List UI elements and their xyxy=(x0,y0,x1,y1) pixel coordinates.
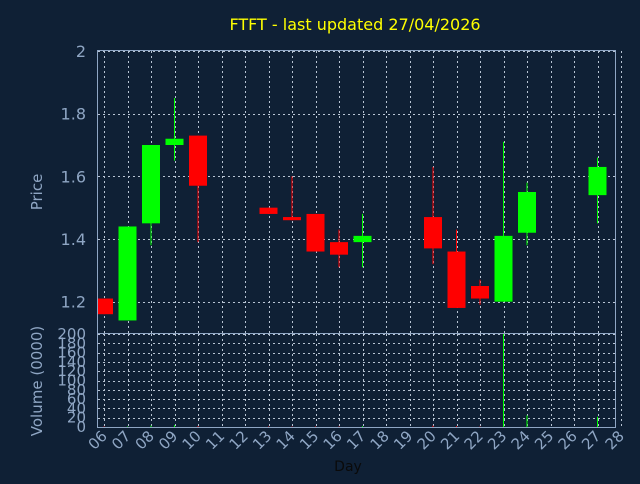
candle-15 xyxy=(306,213,325,252)
volume-plot-border xyxy=(97,333,616,428)
volume-bars xyxy=(103,334,598,427)
volume-y-tick-label: 180 xyxy=(57,334,86,352)
volume-y-tick-label: 60 xyxy=(67,390,86,408)
candle-21 xyxy=(447,229,466,308)
chart-title: FTFT - last updated 27/04/2026 xyxy=(229,15,480,34)
candle-body xyxy=(471,286,489,299)
x-tick-labels: 0607080910111213141516171819202122232425… xyxy=(85,427,628,453)
candle-body xyxy=(330,242,348,255)
candle-body xyxy=(447,251,466,308)
x-axis-label: Day xyxy=(334,459,362,475)
candle-body xyxy=(353,235,372,243)
candle-17 xyxy=(353,213,372,268)
candle-body xyxy=(118,226,137,321)
price-gridlines xyxy=(98,51,622,333)
candle-27 xyxy=(588,157,607,224)
candle-body xyxy=(259,207,278,214)
candle-body xyxy=(588,166,607,196)
candle-body xyxy=(306,213,325,252)
price-y-tick-label: 1.8 xyxy=(61,105,86,124)
price-y-tick-label: 2 xyxy=(76,42,86,61)
candle-14 xyxy=(283,176,301,221)
candle-07 xyxy=(118,226,137,321)
candle-body xyxy=(518,192,536,233)
candle-body xyxy=(189,135,207,186)
candle-08 xyxy=(142,145,160,246)
candle-body xyxy=(142,145,160,224)
volume-y-tick-label: 100 xyxy=(57,372,86,390)
candle-22 xyxy=(471,279,489,305)
candle-24 xyxy=(518,182,536,246)
price-y-tick-labels: 1.2 1.4 1.6 1.8 2 xyxy=(61,42,86,312)
price-y-tick-label: 1.2 xyxy=(61,293,86,312)
volume-y-tick-label: 160 xyxy=(57,344,86,362)
candle-body xyxy=(283,217,301,221)
price-y-tick-label: 1.6 xyxy=(61,167,86,186)
volume-y-tick-label: 0 xyxy=(76,418,86,436)
volume-y-tick-label: 140 xyxy=(57,353,86,371)
candle-10 xyxy=(189,135,207,243)
volume-y-tick-label: 80 xyxy=(67,381,86,399)
volume-gridlines xyxy=(98,334,622,428)
candle-09 xyxy=(165,98,184,161)
price-candles xyxy=(98,98,607,321)
candle-body xyxy=(165,138,184,145)
volume-axis-label: Volume (0000) xyxy=(28,326,46,436)
candle-body xyxy=(494,235,513,302)
candle-13 xyxy=(259,207,278,214)
price-y-tick-label: 1.4 xyxy=(61,230,86,249)
candle-body xyxy=(424,217,442,249)
volume-y-tick-label: 20 xyxy=(67,409,86,427)
volume-y-tick-label: 120 xyxy=(57,362,86,380)
candle-body xyxy=(98,298,113,315)
price-axis-label: Price xyxy=(28,174,46,211)
volume-y-tick-label: 200 xyxy=(57,325,86,343)
candle-06 xyxy=(98,298,113,315)
candle-23 xyxy=(494,141,513,302)
candle-20 xyxy=(424,166,442,265)
volume-y-tick-label: 40 xyxy=(67,399,86,417)
candle-16 xyxy=(330,229,348,268)
